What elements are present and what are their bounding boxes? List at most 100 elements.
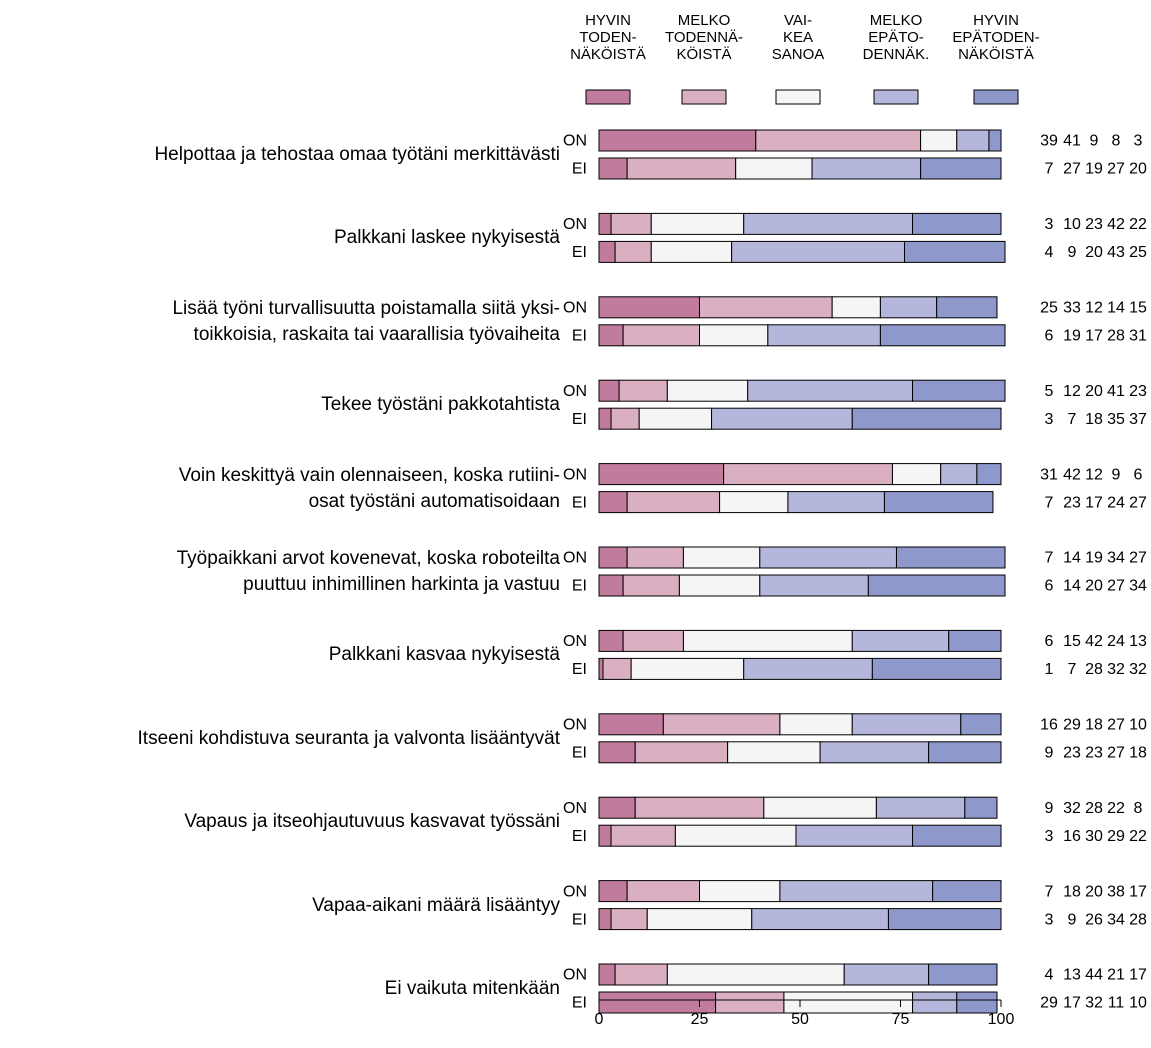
value-label: 27 [1107, 745, 1125, 762]
value-label: 7 [1068, 661, 1077, 678]
bar-segment [682, 629, 853, 652]
category-label: Palkkani laskee nykyisestä [334, 227, 560, 249]
legend-swatch [681, 89, 727, 105]
bar-segment [912, 824, 1002, 847]
bar-segment [598, 963, 616, 986]
value-label: 23 [1063, 745, 1081, 762]
bar-segment [936, 296, 998, 319]
bar-segment [711, 407, 853, 430]
group-label: EI [572, 494, 587, 511]
bar-segment [598, 741, 636, 764]
bar-segment [976, 463, 1002, 486]
group-label: EI [572, 161, 587, 178]
group-label: EI [572, 911, 587, 928]
group-label: EI [572, 828, 587, 845]
value-label: 28 [1129, 911, 1147, 928]
legend-swatch [973, 89, 1019, 105]
value-label: 19 [1085, 550, 1103, 567]
bar-segment [598, 796, 636, 819]
value-label: 42 [1085, 633, 1103, 650]
value-label: 28 [1085, 800, 1103, 817]
bar-segment [867, 574, 1006, 597]
bar-segment [598, 824, 612, 847]
bar-segment [598, 880, 628, 903]
value-label: 27 [1063, 161, 1081, 178]
group-label: ON [563, 717, 587, 734]
value-label: 17 [1063, 995, 1081, 1012]
bar-segment [650, 240, 733, 263]
value-label: 20 [1085, 883, 1103, 900]
bar-segment [634, 796, 765, 819]
group-label: EI [572, 411, 587, 428]
value-label: 7 [1045, 161, 1054, 178]
value-label: 32 [1107, 661, 1125, 678]
value-label: 7 [1045, 883, 1054, 900]
bar-segment [783, 991, 914, 1014]
value-label: 29 [1040, 995, 1058, 1012]
value-label: 23 [1085, 216, 1103, 233]
bar-segment [614, 240, 652, 263]
value-label: 18 [1129, 745, 1147, 762]
bar-segment [735, 157, 813, 180]
value-label: 6 [1045, 328, 1054, 345]
bar-segment [887, 908, 1002, 931]
bar-segment [598, 574, 624, 597]
bar-segment [851, 713, 962, 736]
bar-segment [831, 296, 881, 319]
value-label: 7 [1068, 411, 1077, 428]
value-label: 34 [1107, 911, 1125, 928]
value-label: 29 [1063, 717, 1081, 734]
value-label: 27 [1107, 578, 1125, 595]
value-label: 17 [1085, 494, 1103, 511]
value-label: 12 [1063, 383, 1081, 400]
value-label: 15 [1063, 633, 1081, 650]
bar-segment [759, 574, 869, 597]
value-label: 17 [1085, 328, 1103, 345]
bar-segment [610, 908, 648, 931]
bar-segment [666, 379, 749, 402]
group-label: EI [572, 661, 587, 678]
bar-segment [650, 212, 745, 235]
value-label: 30 [1085, 828, 1103, 845]
group-label: ON [563, 466, 587, 483]
bar-segment [960, 713, 1002, 736]
bar-segment [602, 657, 632, 680]
legend-label: MELKO TODENNÄ- KÖISTÄ [664, 12, 744, 63]
value-label: 14 [1107, 300, 1125, 317]
legend-swatch [873, 89, 919, 105]
category-label: Työpaikkani arvot kovenevat, koska robot… [176, 548, 560, 595]
bar-segment [674, 824, 797, 847]
x-tick-label: 75 [892, 1011, 910, 1028]
value-label: 13 [1129, 633, 1147, 650]
bar-segment [811, 157, 922, 180]
bar-segment [851, 407, 1002, 430]
bar-segment [879, 296, 938, 319]
bar-segment [891, 463, 942, 486]
bar-segment [723, 463, 893, 486]
group-label: EI [572, 244, 587, 261]
value-label: 8 [1112, 133, 1121, 150]
value-label: 3 [1045, 411, 1054, 428]
value-label: 4 [1045, 244, 1054, 261]
value-label: 11 [1108, 995, 1125, 1012]
x-tick-label: 50 [791, 1011, 809, 1028]
value-label: 12 [1085, 300, 1103, 317]
value-label: 1 [1045, 661, 1054, 678]
value-label: 20 [1085, 244, 1103, 261]
bar-segment [928, 963, 998, 986]
bar-segment [743, 657, 873, 680]
bar-segment [928, 741, 1002, 764]
value-label: 27 [1107, 161, 1125, 178]
category-label: Tekee työstäni pakkotahtista [321, 394, 560, 416]
bar-segment [626, 491, 721, 514]
value-label: 42 [1107, 216, 1125, 233]
bar-segment [759, 546, 897, 569]
bar-segment [699, 296, 833, 319]
value-label: 43 [1107, 244, 1125, 261]
x-tick-label: 25 [691, 1011, 709, 1028]
value-label: 5 [1045, 383, 1054, 400]
bar-segment [727, 741, 821, 764]
group-label: ON [563, 550, 587, 567]
bar-segment [851, 629, 950, 652]
bar-segment [940, 463, 978, 486]
